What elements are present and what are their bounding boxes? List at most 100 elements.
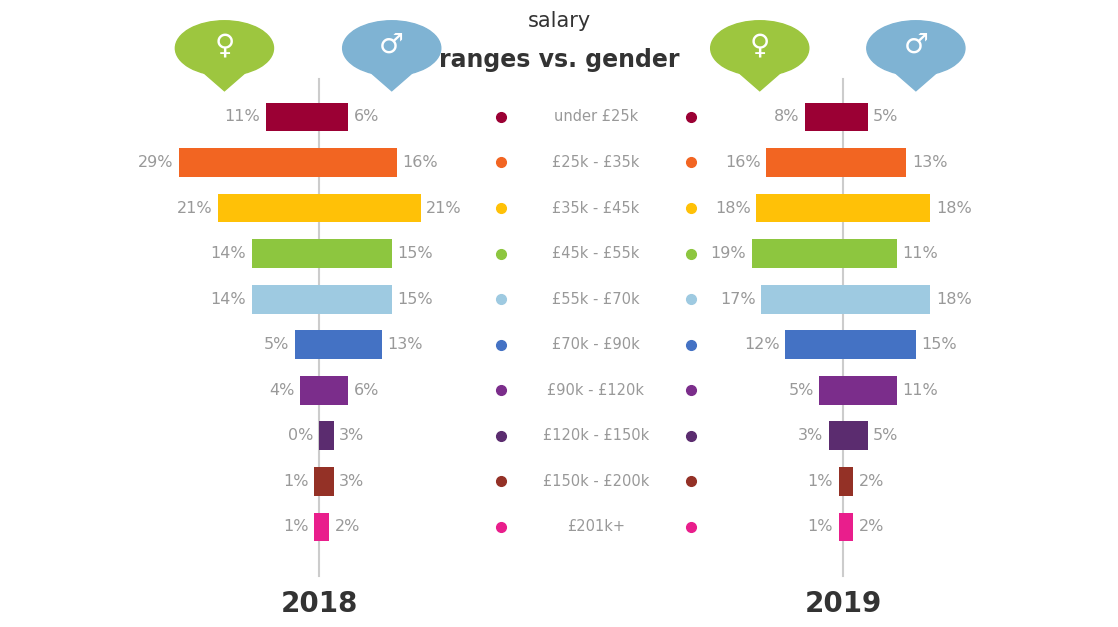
Circle shape [711, 21, 808, 76]
Text: under £25k: under £25k [553, 109, 638, 124]
Text: 21%: 21% [426, 201, 462, 216]
Text: 2019: 2019 [805, 590, 882, 618]
Text: 3%: 3% [798, 428, 823, 443]
Text: 11%: 11% [902, 382, 938, 398]
Text: 2%: 2% [859, 474, 884, 489]
Text: 14%: 14% [210, 292, 246, 307]
FancyBboxPatch shape [843, 330, 916, 359]
FancyBboxPatch shape [314, 513, 320, 541]
Text: 15%: 15% [921, 337, 957, 352]
Text: 2%: 2% [334, 520, 360, 534]
FancyBboxPatch shape [843, 513, 853, 541]
FancyBboxPatch shape [819, 376, 843, 404]
Text: £150k - £200k: £150k - £200k [542, 474, 648, 489]
FancyBboxPatch shape [843, 102, 868, 131]
Text: 13%: 13% [388, 337, 423, 352]
FancyBboxPatch shape [751, 240, 843, 268]
Circle shape [866, 21, 965, 76]
Text: ♂: ♂ [379, 31, 404, 59]
Text: 29%: 29% [138, 155, 173, 170]
Text: 17%: 17% [720, 292, 756, 307]
FancyBboxPatch shape [838, 513, 843, 541]
FancyBboxPatch shape [761, 285, 843, 314]
FancyBboxPatch shape [843, 421, 868, 450]
FancyBboxPatch shape [252, 285, 320, 314]
Text: £45k - £55k: £45k - £55k [552, 246, 639, 261]
Polygon shape [370, 71, 414, 91]
Text: 5%: 5% [264, 337, 290, 352]
Text: 5%: 5% [788, 382, 814, 398]
Polygon shape [738, 71, 781, 91]
FancyBboxPatch shape [320, 467, 334, 496]
Text: 15%: 15% [397, 246, 433, 261]
FancyBboxPatch shape [320, 513, 329, 541]
FancyBboxPatch shape [252, 240, 320, 268]
Text: 18%: 18% [936, 201, 972, 216]
Text: 0%: 0% [288, 428, 314, 443]
Text: £25k - £35k: £25k - £35k [552, 155, 639, 170]
FancyBboxPatch shape [320, 421, 334, 450]
Text: 21%: 21% [177, 201, 212, 216]
FancyBboxPatch shape [320, 376, 348, 404]
Text: 4%: 4% [269, 382, 294, 398]
Text: 1%: 1% [283, 474, 309, 489]
Text: 15%: 15% [397, 292, 433, 307]
Text: 5%: 5% [873, 428, 899, 443]
FancyBboxPatch shape [320, 330, 382, 359]
Text: 1%: 1% [807, 474, 833, 489]
Text: ♂: ♂ [903, 31, 928, 59]
FancyBboxPatch shape [320, 240, 391, 268]
FancyBboxPatch shape [838, 467, 843, 496]
Text: 1%: 1% [283, 520, 309, 534]
Text: 11%: 11% [225, 109, 260, 124]
FancyBboxPatch shape [320, 285, 391, 314]
Text: 16%: 16% [724, 155, 760, 170]
Text: 18%: 18% [716, 201, 751, 216]
Polygon shape [893, 71, 938, 91]
Text: 14%: 14% [210, 246, 246, 261]
Text: £55k - £70k: £55k - £70k [552, 292, 639, 307]
Text: 18%: 18% [936, 292, 972, 307]
Text: 6%: 6% [353, 382, 379, 398]
FancyBboxPatch shape [320, 148, 397, 177]
Text: 3%: 3% [339, 474, 364, 489]
FancyBboxPatch shape [320, 102, 348, 131]
Text: 19%: 19% [710, 246, 746, 261]
Text: 1%: 1% [807, 520, 833, 534]
FancyBboxPatch shape [843, 285, 930, 314]
Text: 11%: 11% [902, 246, 938, 261]
FancyBboxPatch shape [766, 148, 843, 177]
FancyBboxPatch shape [805, 102, 843, 131]
Circle shape [176, 21, 274, 76]
Polygon shape [202, 71, 246, 91]
FancyBboxPatch shape [295, 330, 320, 359]
Text: ♀: ♀ [749, 31, 770, 59]
FancyBboxPatch shape [843, 240, 897, 268]
Text: 3%: 3% [339, 428, 364, 443]
FancyBboxPatch shape [843, 376, 897, 404]
Text: 13%: 13% [912, 155, 947, 170]
FancyBboxPatch shape [843, 194, 930, 223]
FancyBboxPatch shape [314, 467, 320, 496]
FancyBboxPatch shape [785, 330, 843, 359]
Text: £70k - £90k: £70k - £90k [552, 337, 639, 352]
Text: 6%: 6% [353, 109, 379, 124]
Text: 8%: 8% [774, 109, 799, 124]
Text: ranges vs. gender: ranges vs. gender [438, 48, 680, 72]
Text: £35k - £45k: £35k - £45k [552, 201, 639, 216]
Text: £201k+: £201k+ [567, 520, 625, 534]
FancyBboxPatch shape [843, 148, 907, 177]
Text: 12%: 12% [745, 337, 780, 352]
Text: £90k - £120k: £90k - £120k [548, 382, 644, 398]
FancyBboxPatch shape [218, 194, 320, 223]
FancyBboxPatch shape [828, 421, 843, 450]
FancyBboxPatch shape [320, 194, 420, 223]
Text: 2018: 2018 [281, 590, 358, 618]
Text: 5%: 5% [873, 109, 899, 124]
Text: 16%: 16% [402, 155, 438, 170]
Text: £120k - £150k: £120k - £150k [542, 428, 648, 443]
Text: salary: salary [528, 11, 590, 31]
FancyBboxPatch shape [757, 194, 843, 223]
Text: 2%: 2% [859, 520, 884, 534]
FancyBboxPatch shape [266, 102, 320, 131]
